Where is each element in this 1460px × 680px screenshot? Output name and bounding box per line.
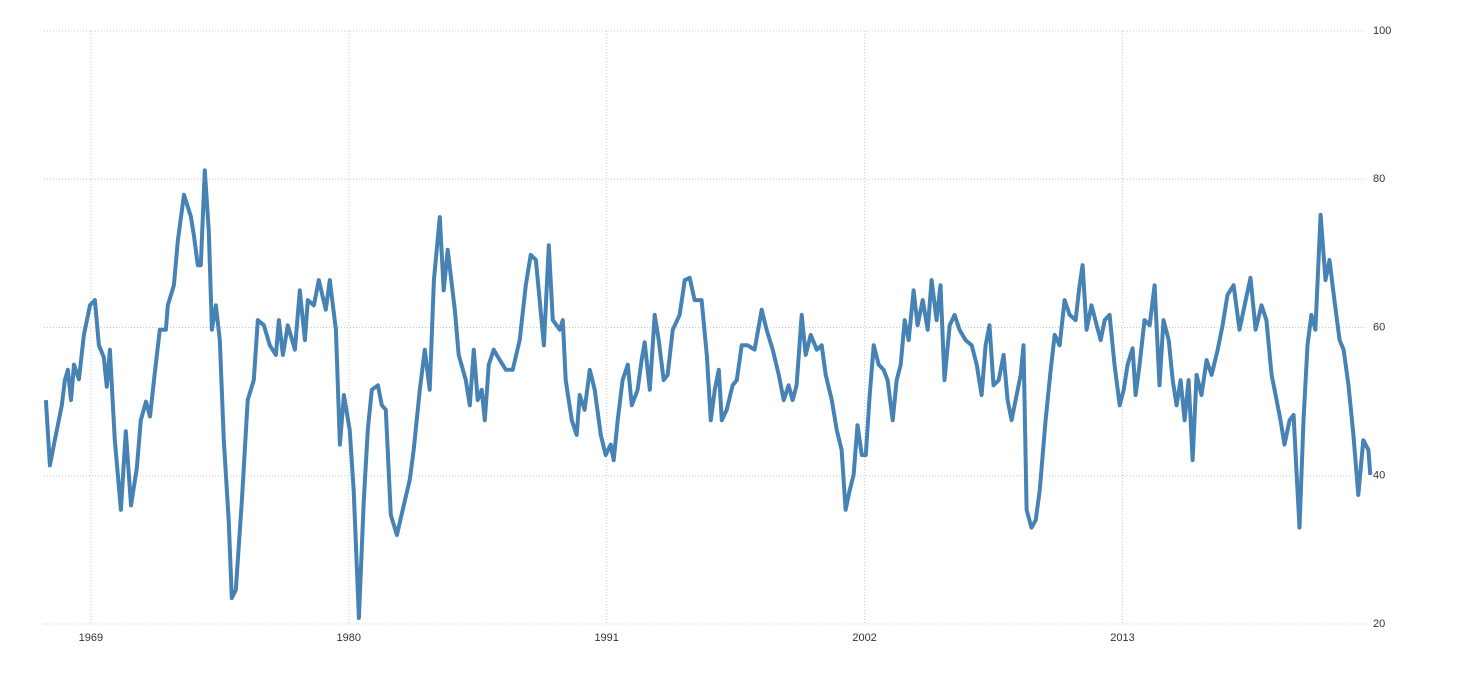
- x-tick-label: 1980: [337, 632, 361, 644]
- y-tick-label: 20: [1373, 618, 1385, 630]
- y-tick-label: 40: [1373, 470, 1385, 482]
- data-line: [43, 168, 1373, 621]
- x-tick-label: 1969: [79, 632, 103, 644]
- x-tick-label: 1991: [594, 632, 618, 644]
- y-tick-label: 100: [1373, 25, 1391, 37]
- x-tick-label: 2002: [852, 632, 876, 644]
- y-tick-label: 60: [1373, 321, 1385, 333]
- x-tick-label: 2013: [1110, 632, 1134, 644]
- y-tick-label: 80: [1373, 173, 1385, 185]
